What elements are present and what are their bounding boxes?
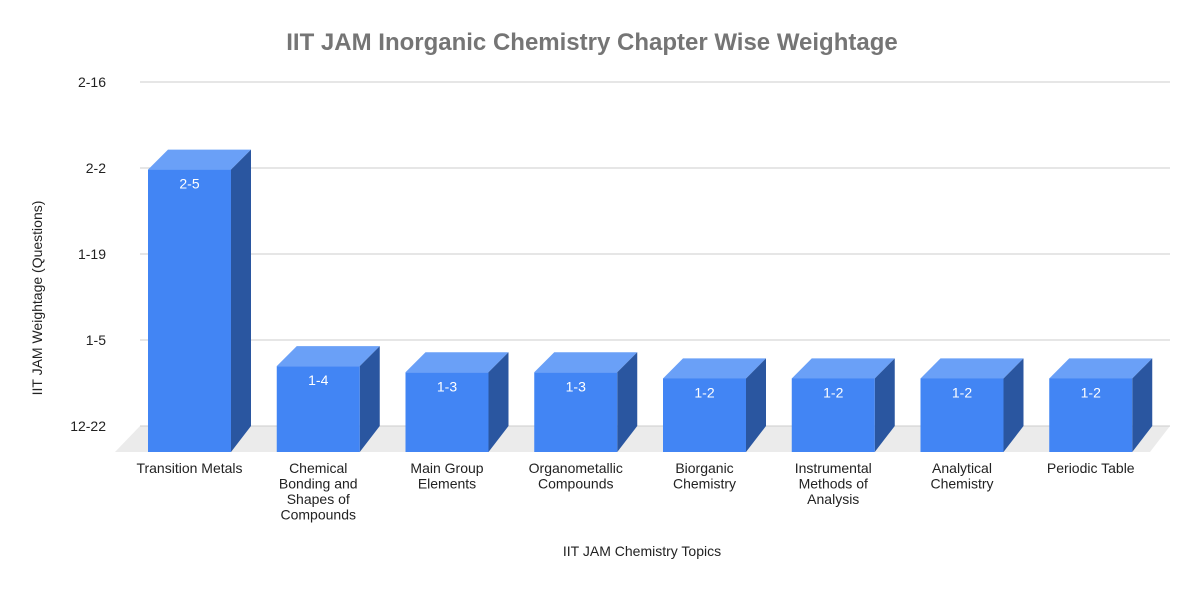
y-tick-label: 2-2 [86, 160, 106, 176]
bar-side [746, 358, 766, 452]
x-tick-label: Chemistry [673, 476, 736, 492]
chart-title: IIT JAM Inorganic Chemistry Chapter Wise… [286, 29, 897, 56]
bar [276, 366, 360, 452]
bar-top [791, 358, 895, 379]
y-tick-label: 2-16 [78, 74, 106, 90]
bar [534, 372, 618, 452]
bar-top [148, 149, 251, 170]
data-label: 1-2 [1081, 384, 1101, 400]
bar-side [1003, 358, 1024, 452]
bar-side [231, 149, 251, 453]
y-tick-label: 1-5 [86, 332, 106, 348]
bar-top [405, 352, 509, 373]
bar [1049, 378, 1133, 452]
x-tick-label: Analytical [932, 460, 992, 476]
bar-top [276, 346, 380, 367]
bar [148, 169, 231, 452]
x-axis-title: IIT JAM Chemistry Topics [563, 543, 721, 559]
bar [791, 378, 875, 452]
x-tick-label: Compounds [281, 507, 357, 523]
bar-side [617, 352, 638, 452]
y-tick-label: 1-19 [78, 246, 106, 262]
data-label: 1-2 [952, 384, 972, 400]
x-tick-label: Periodic Table [1047, 460, 1135, 476]
bar [663, 378, 746, 452]
bar-side [874, 358, 895, 452]
bar-side [359, 346, 380, 452]
bar-side [1132, 358, 1153, 452]
data-label: 1-2 [694, 384, 714, 400]
x-tick-label: Instrumental [795, 460, 872, 476]
x-tick-label: Chemistry [930, 476, 993, 492]
x-tick-label: Methods of [799, 476, 868, 492]
bar-top [920, 358, 1024, 379]
data-label: 1-3 [566, 378, 586, 394]
x-tick-label: Chemical [289, 460, 347, 476]
bar-side [488, 352, 509, 452]
bar-top [1049, 358, 1153, 379]
x-tick-label: Shapes of [287, 491, 350, 507]
x-tick-label: Organometallic [529, 460, 623, 476]
data-label: 1-3 [437, 378, 457, 394]
y-axis-title: IIT JAM Weightage (Questions) [29, 201, 45, 396]
bar-top [663, 358, 766, 379]
x-tick-label: Biorganic [675, 460, 733, 476]
data-label: 1-2 [823, 384, 843, 400]
x-tick-label: Main Group [410, 460, 483, 476]
x-tick-label: Bonding and [279, 476, 358, 492]
data-label: 2-5 [179, 176, 199, 192]
x-tick-label: Transition Metals [136, 460, 242, 476]
floor [115, 426, 1170, 452]
x-tick-label: Analysis [807, 491, 859, 507]
bar [405, 372, 489, 452]
y-tick-label: 12-22 [70, 418, 106, 434]
x-tick-label: Compounds [538, 476, 614, 492]
x-tick-label: Elements [418, 476, 476, 492]
bar-top [534, 352, 638, 373]
data-label: 1-4 [308, 372, 328, 388]
bar [920, 378, 1004, 452]
